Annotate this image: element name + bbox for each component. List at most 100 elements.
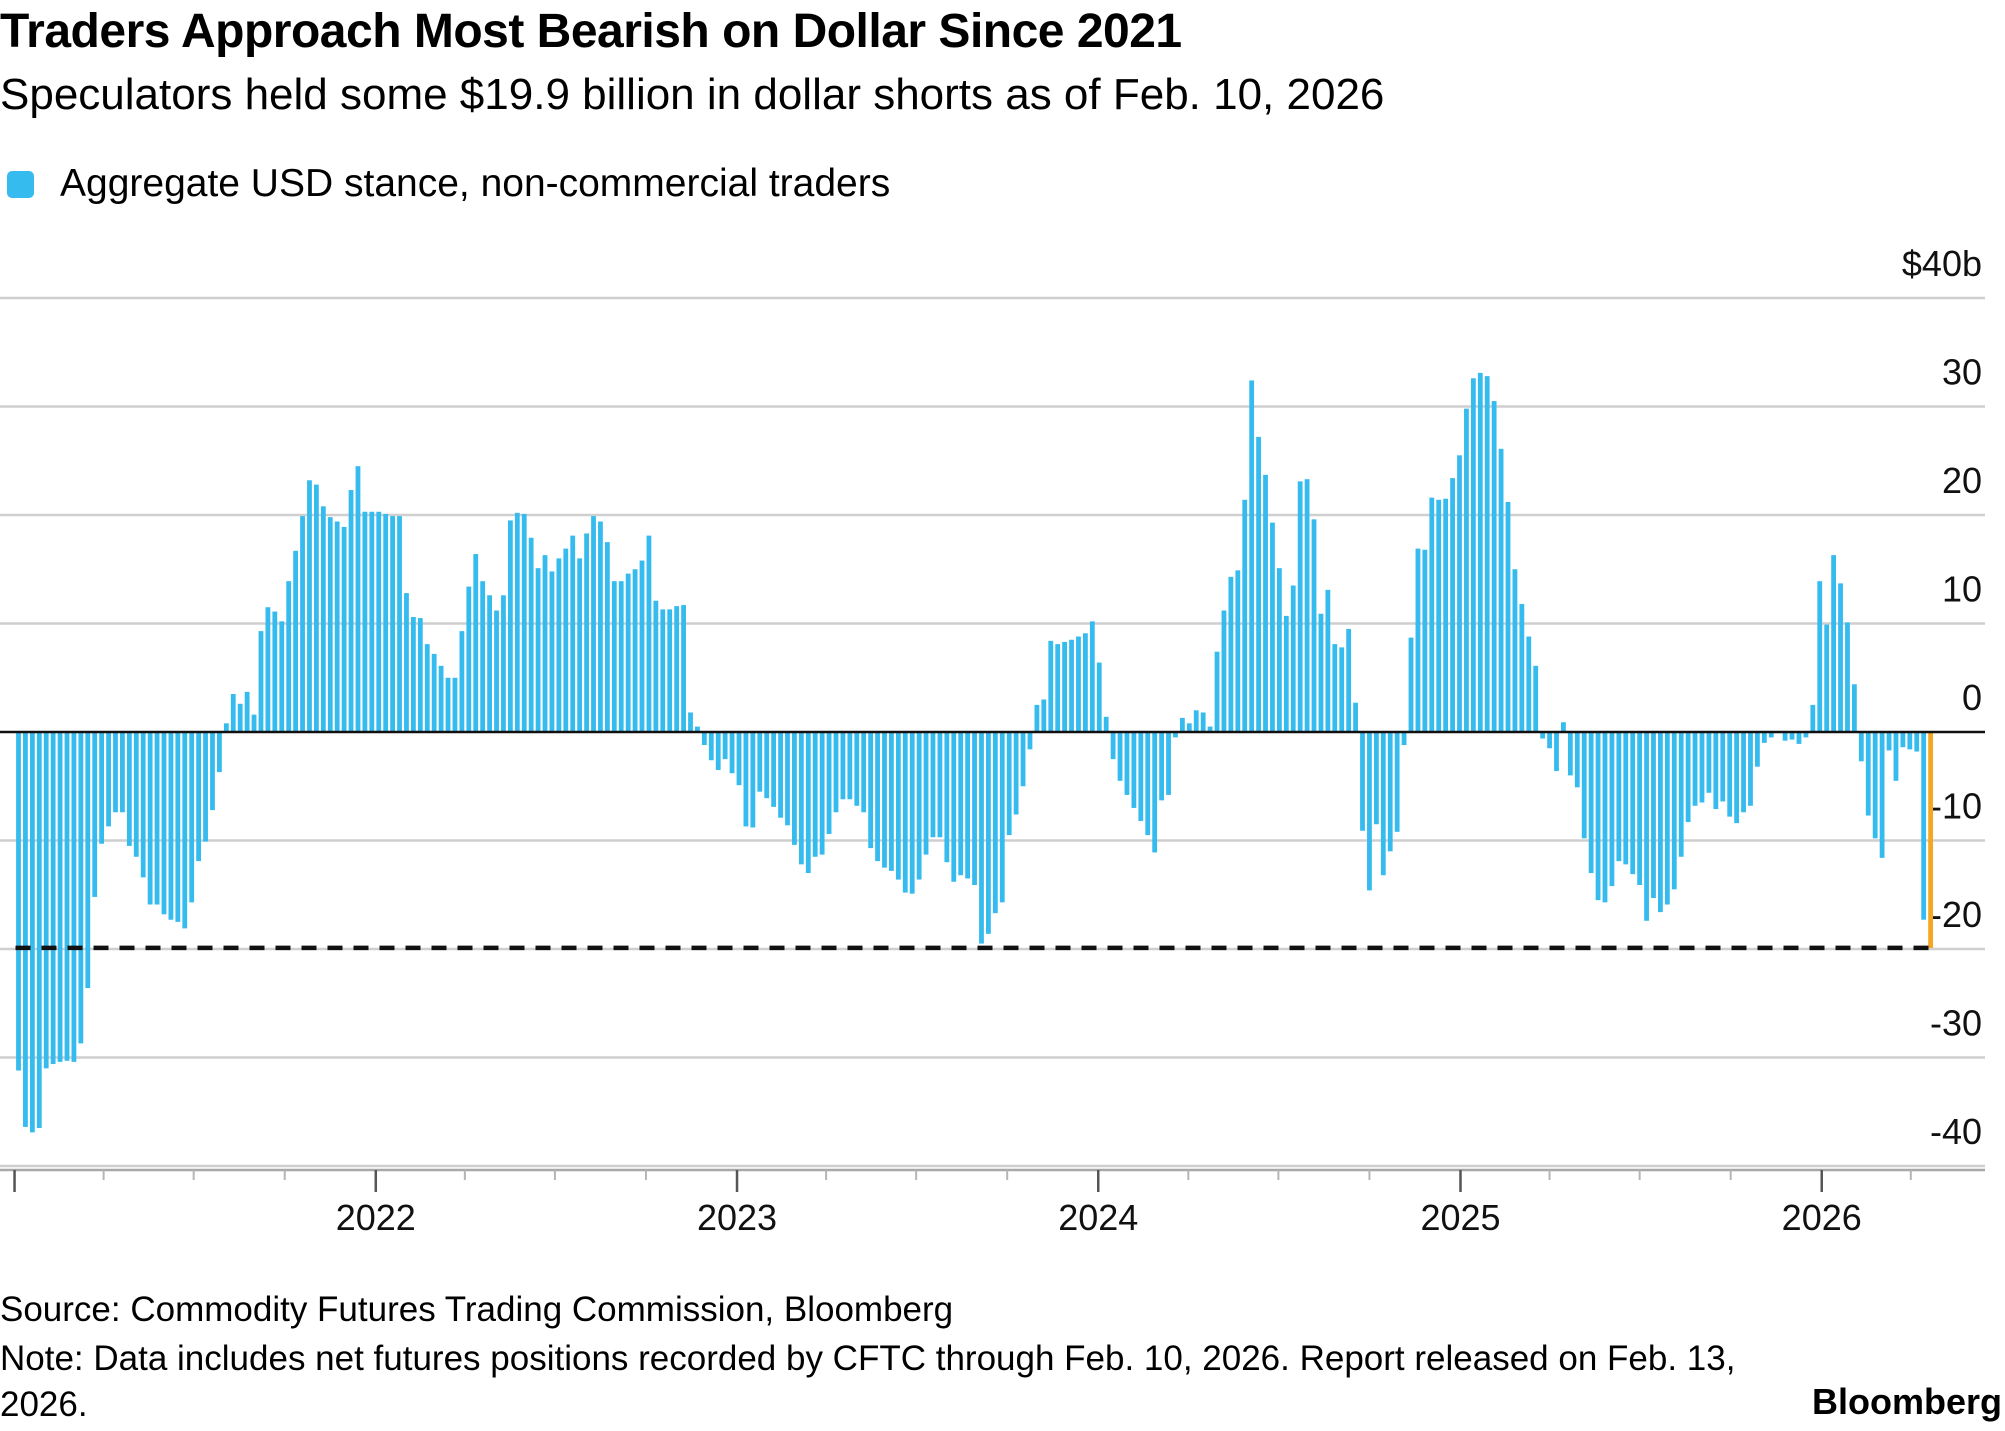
bar: [1415, 548, 1421, 732]
bar: [1602, 732, 1608, 903]
bar: [1200, 712, 1206, 732]
bar: [355, 466, 361, 732]
bar: [514, 512, 520, 732]
bar: [1484, 376, 1490, 732]
bar: [189, 732, 195, 903]
bar: [1124, 732, 1130, 795]
bar: [369, 511, 375, 732]
bar: [293, 550, 299, 732]
bar: [889, 732, 894, 871]
bar: [1678, 732, 1684, 857]
bar: [1658, 732, 1663, 913]
bar: [50, 732, 56, 1065]
bar: [1713, 732, 1719, 810]
bar: [667, 609, 673, 732]
y-tick-label: -40: [1930, 1111, 1982, 1152]
bar: [1083, 633, 1088, 732]
bar: [944, 732, 950, 863]
bar: [1394, 732, 1400, 832]
bar: [535, 568, 541, 732]
bar: [1360, 732, 1365, 831]
bar: [695, 726, 700, 732]
bar: [1325, 589, 1331, 732]
bar: [1145, 732, 1151, 836]
bar-chart: $40b 30 20 10 0 -10 -20 -30 -40 2022 2023 2024 2025 2…: [0, 243, 1985, 1238]
bar: [1907, 732, 1913, 750]
bar: [604, 542, 610, 733]
bar: [237, 703, 243, 732]
bar: [1013, 732, 1019, 815]
bar: [1055, 644, 1061, 732]
bar: [1096, 662, 1102, 732]
bar: [1616, 732, 1622, 862]
bar: [992, 732, 998, 914]
bar: [549, 571, 555, 732]
bar: [466, 586, 472, 732]
bar: [1748, 732, 1753, 806]
bar: [272, 611, 278, 732]
bar: [307, 480, 312, 732]
bar: [909, 732, 915, 894]
bar: [1387, 732, 1393, 852]
bar: [1103, 716, 1109, 732]
bar: [722, 732, 728, 760]
bar: [1353, 702, 1358, 732]
bar: [1692, 732, 1698, 806]
bar: [1429, 497, 1435, 732]
bar: [348, 490, 354, 732]
bar: [1186, 723, 1192, 732]
bar: [584, 533, 589, 732]
bar: [598, 521, 603, 732]
bar: [1006, 732, 1012, 836]
bar: [251, 714, 257, 732]
bar: [1117, 732, 1123, 781]
bar: [986, 732, 991, 934]
bar: [1914, 732, 1920, 752]
legend-label: Aggregate USD stance, non-commercial tra…: [60, 162, 891, 205]
bar: [861, 732, 867, 813]
bar: [972, 732, 977, 885]
bar: [1110, 732, 1116, 760]
bar: [868, 732, 874, 849]
bar: [1561, 722, 1566, 732]
bar: [320, 506, 326, 732]
bar: [1166, 732, 1171, 795]
bar: [1768, 732, 1774, 738]
bar: [161, 732, 167, 915]
bar: [1339, 647, 1345, 732]
bar: [1464, 408, 1469, 732]
bar: [882, 732, 887, 868]
bar: [383, 513, 389, 732]
bar: [1373, 732, 1379, 825]
bar: [230, 694, 236, 732]
y-tick-label: -10: [1930, 786, 1982, 827]
bar: [1817, 581, 1823, 732]
bar: [1831, 555, 1837, 732]
bar: [847, 732, 853, 800]
bar: [1727, 732, 1733, 817]
source-note: Source: Commodity Futures Trading Commis…: [0, 1290, 954, 1329]
y-tick-label: 0: [1962, 677, 1982, 718]
bar: [764, 732, 770, 799]
bar: [805, 732, 811, 874]
bar: [521, 513, 527, 732]
bar: [120, 732, 125, 813]
bar: [1027, 732, 1033, 750]
bar: [168, 732, 174, 920]
bar: [1644, 732, 1649, 921]
bar: [570, 535, 576, 732]
bar: [196, 732, 202, 862]
bar: [1034, 704, 1040, 733]
bar: [743, 732, 749, 827]
bar: [1533, 665, 1539, 732]
bar: [840, 732, 846, 800]
bar: [43, 732, 49, 1069]
bar: [1318, 613, 1324, 732]
bar: [99, 732, 105, 844]
bar: [286, 581, 292, 732]
bar: [1443, 498, 1449, 732]
bar: [424, 644, 430, 732]
x-tick-label: 2025: [1420, 1197, 1500, 1238]
bar: [1720, 732, 1726, 802]
bar: [1810, 704, 1816, 733]
